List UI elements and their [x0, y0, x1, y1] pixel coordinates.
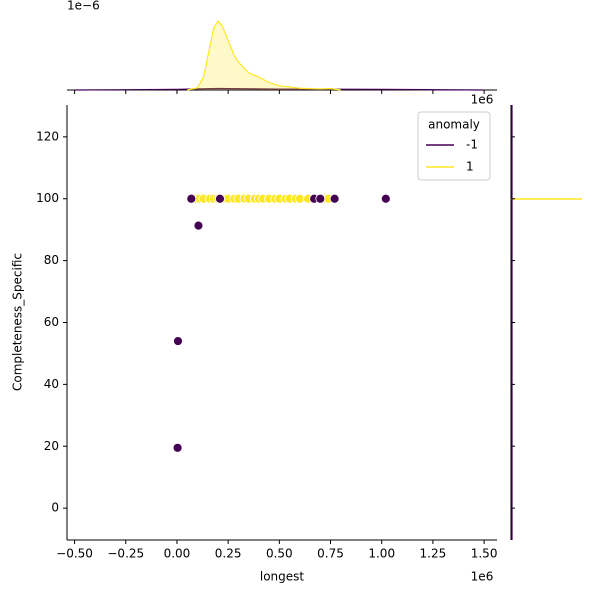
y-tick-label: 80: [44, 253, 59, 267]
y-tick-label: 0: [51, 501, 59, 515]
y-tick-label: 100: [36, 191, 59, 205]
x-tick-label: 0.75: [317, 547, 344, 561]
x-tick-label: 0.50: [266, 547, 293, 561]
y-tick-label: 40: [44, 377, 59, 391]
x-offset-top: 1e6: [471, 93, 494, 107]
point: [380, 193, 391, 204]
density-line: [74, 87, 485, 91]
point: [215, 193, 225, 204]
x-tick-label: −0.50: [56, 547, 93, 561]
point: [315, 193, 326, 204]
top-offset: 1e−6: [67, 0, 100, 13]
x-tick-label: 1.25: [420, 547, 447, 561]
point: [294, 193, 305, 204]
point: [173, 336, 183, 346]
density-line: [187, 20, 341, 91]
point: [172, 442, 183, 453]
y-tick-label: 60: [44, 315, 59, 329]
legend-box: [417, 111, 491, 181]
density-area: [187, 21, 341, 91]
point: [329, 193, 340, 204]
point: [193, 220, 204, 231]
x-tick-label: 0.00: [164, 547, 191, 561]
legend-title: anomaly: [428, 118, 480, 132]
x-offset: 1e6: [471, 570, 494, 584]
x-tick-label: 0.25: [215, 547, 242, 561]
x-label: longest: [260, 570, 305, 584]
legend-label: -1: [466, 138, 478, 152]
point: [186, 193, 197, 204]
y-tick-label: 20: [44, 439, 59, 453]
y-tick-label: 120: [36, 129, 59, 143]
x-tick-label: −0.25: [107, 547, 144, 561]
legend-label: 1: [466, 160, 474, 174]
x-tick-label: 1.00: [368, 547, 395, 561]
y-label: Completeness_Specific: [11, 253, 25, 391]
x-tick-label: 1.50: [471, 547, 498, 561]
